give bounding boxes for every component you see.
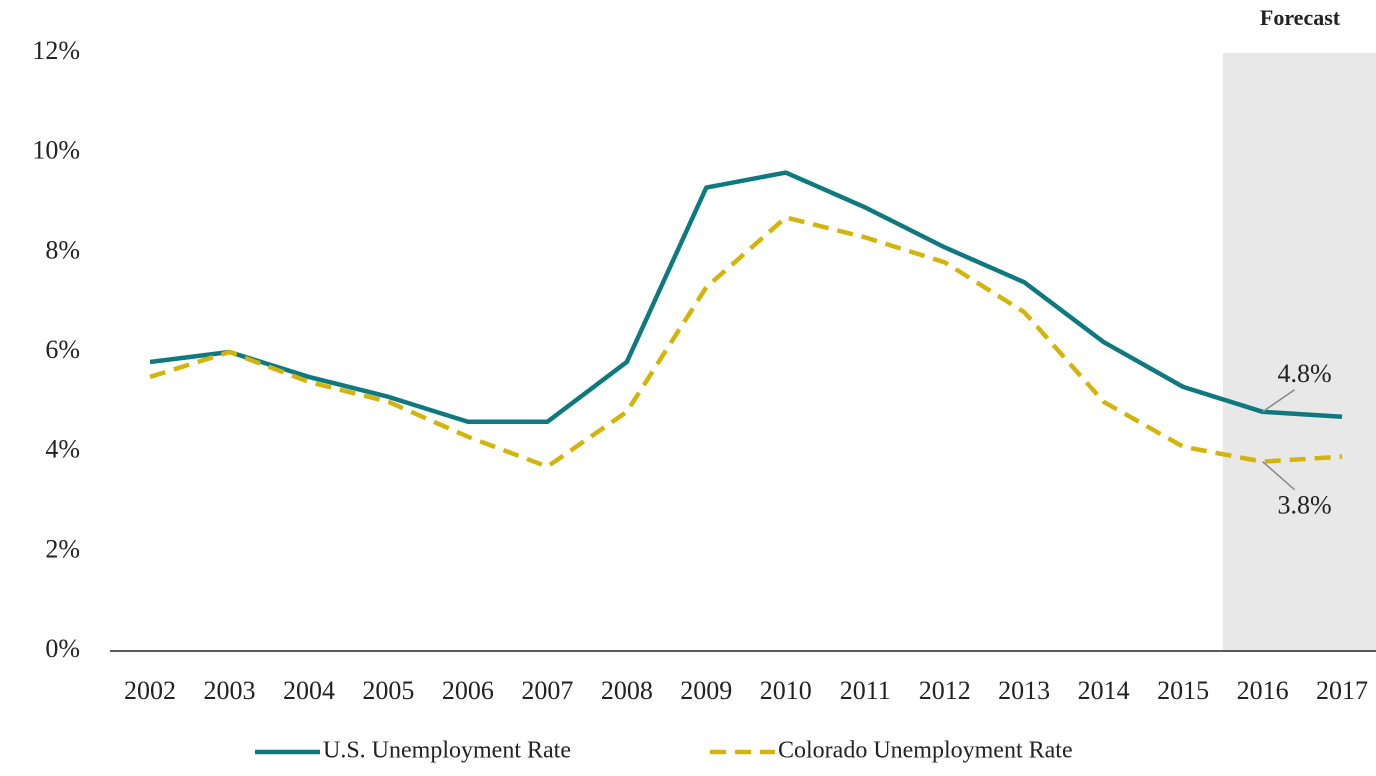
x-tick-label: 2012 [919,676,971,705]
x-tick-label: 2010 [760,676,812,705]
x-tick-label: 2014 [1078,676,1130,705]
series-line [149,215,1343,469]
legend-label: U.S. Unemployment Rate [323,738,571,764]
y-tick-label: 4% [45,435,80,464]
x-tick-label: 2011 [840,676,891,705]
y-tick-label: 0% [45,634,80,663]
x-tick-label: 2004 [283,676,335,705]
x-tick-label: 2017 [1316,676,1368,705]
y-tick-label: 6% [45,335,80,364]
x-tick-label: 2009 [680,676,732,705]
forecast-label: Forecast [1260,5,1341,30]
x-tick-label: 2005 [362,676,414,705]
series-line [149,170,1343,425]
x-tick-label: 2007 [521,676,573,705]
x-tick-label: 2003 [203,676,255,705]
leader-line [1262,461,1296,491]
legend-label: Colorado Unemployment Rate [778,738,1073,764]
forecast-region [1222,53,1376,651]
data-label: 3.8% [1277,491,1331,520]
y-tick-label: 10% [32,136,80,165]
y-tick-label: 8% [45,235,80,264]
x-tick-label: 2015 [1157,676,1209,705]
x-tick-label: 2013 [998,676,1050,705]
x-tick-label: 2008 [601,676,653,705]
x-tick-label: 2006 [442,676,494,705]
y-tick-label: 2% [45,534,80,563]
x-tick-label: 2002 [124,676,176,705]
data-label: 4.8% [1277,359,1331,388]
x-tick-label: 2016 [1237,676,1289,705]
leader-line [1262,389,1296,413]
y-tick-label: 12% [32,36,80,65]
